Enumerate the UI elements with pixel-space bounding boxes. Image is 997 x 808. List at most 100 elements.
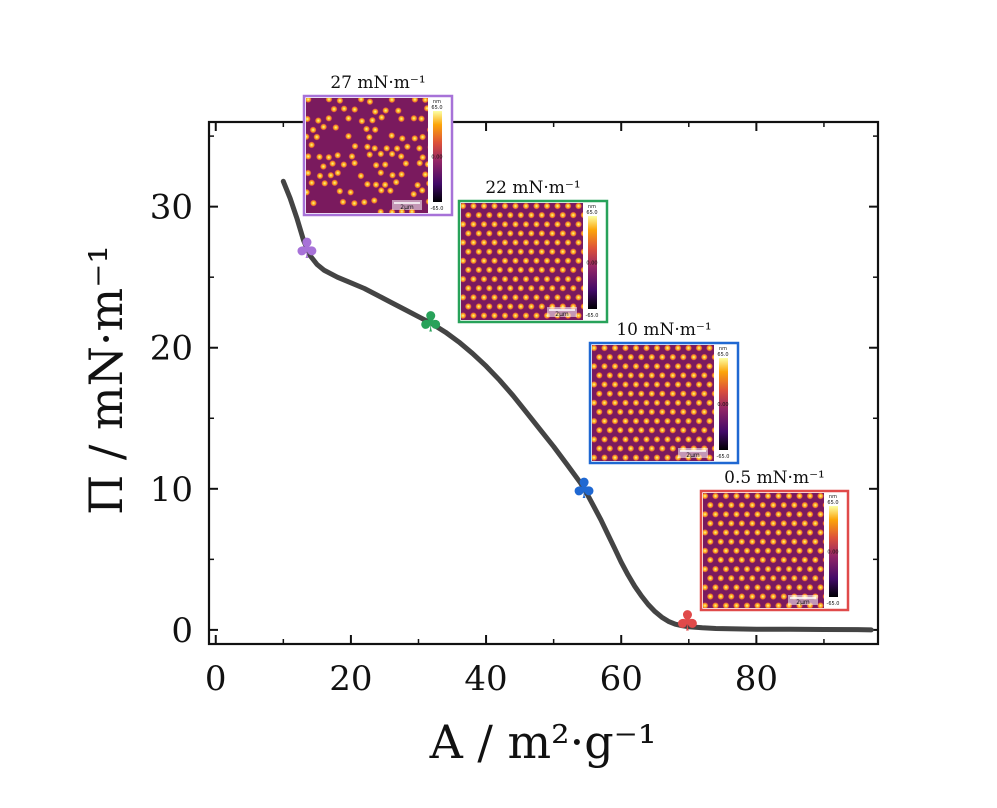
afm-particle — [827, 620, 834, 627]
afm-particle — [822, 575, 824, 582]
afm-particle — [461, 293, 467, 301]
afm-particle — [684, 435, 693, 443]
afm-particle — [648, 408, 656, 416]
x-tick-label: 40 — [464, 659, 507, 699]
afm-particle — [717, 556, 725, 564]
afm-particle — [753, 583, 762, 592]
afm-particle — [727, 556, 735, 564]
afm-particle — [711, 565, 720, 573]
afm-particle — [313, 133, 321, 141]
afm-particle — [795, 547, 804, 555]
afm-particle — [425, 180, 428, 187]
afm-dots — [703, 493, 840, 627]
afm-particle — [684, 362, 693, 370]
afm-particle — [795, 528, 804, 537]
afm-particle — [511, 203, 520, 210]
afm-particle — [700, 390, 708, 398]
afm-particle — [522, 275, 530, 283]
afm-particle — [703, 565, 709, 573]
afm-particle — [564, 220, 572, 228]
afm-particle — [816, 493, 824, 500]
afm-particle — [501, 257, 509, 265]
afm-particle — [522, 330, 529, 337]
afm-particle — [816, 510, 824, 518]
afm-particle — [575, 330, 582, 337]
afm-particle — [632, 454, 640, 461]
afm-particle — [388, 171, 397, 179]
afm-particle — [574, 257, 583, 265]
afm-particle — [759, 574, 767, 582]
afm-particle — [306, 152, 312, 160]
afm-particle — [753, 493, 762, 500]
afm-particle — [336, 98, 344, 105]
afm-particle — [674, 417, 682, 425]
afm-particle — [653, 345, 661, 352]
afm-particle — [643, 472, 650, 479]
afm-particle — [325, 225, 332, 232]
afm-particle — [506, 229, 514, 237]
afm-particle — [522, 238, 530, 247]
afm-particle — [806, 510, 814, 518]
afm-particle — [595, 371, 603, 379]
afm-particle — [711, 444, 714, 453]
afm-particle — [419, 153, 427, 161]
afm-particle — [695, 399, 703, 407]
afm-particle — [527, 302, 535, 311]
afm-particle — [679, 390, 687, 398]
scalebar-bg — [788, 595, 818, 605]
afm-particle — [674, 435, 682, 443]
afm-particle — [795, 583, 804, 592]
x-axis-title: A / m²·g⁻¹ — [429, 715, 657, 769]
afm-particle — [785, 620, 792, 627]
axes: 0 20 40 60 80 0 10 20 30 — [150, 122, 878, 699]
afm-particle — [774, 528, 783, 537]
afm-particle — [559, 266, 567, 274]
afm-particle — [684, 417, 693, 425]
afm-particle — [616, 408, 624, 416]
afm-particle — [632, 380, 640, 389]
afm-particle — [822, 538, 824, 545]
afm-particle — [559, 211, 567, 219]
afm-particle — [522, 257, 530, 265]
afm-particle — [580, 211, 583, 219]
afm-particle — [490, 312, 499, 320]
afm-particle — [732, 565, 741, 573]
afm-particle — [532, 293, 541, 301]
afm-particle — [764, 620, 771, 627]
afm-particle — [506, 284, 514, 292]
inset-title: 0.5 mN·m⁻¹ — [724, 468, 825, 488]
afm-particle — [811, 538, 819, 546]
afm-particle — [592, 454, 598, 461]
afm-particle — [632, 362, 640, 370]
afm-particle — [475, 229, 483, 237]
colorbar-unit: nm — [719, 346, 727, 352]
afm-particle — [632, 399, 640, 407]
afm-particle — [653, 417, 661, 425]
afm-particle — [627, 408, 635, 416]
afm-particle — [372, 161, 380, 169]
afm-particle — [728, 611, 735, 618]
afm-particle — [658, 353, 666, 361]
afm-particle — [501, 330, 508, 337]
afm-particle — [553, 220, 562, 228]
afm-particle — [717, 519, 725, 528]
y-axis-title: Π / mN·m⁻¹ — [79, 245, 133, 515]
afm-particle — [309, 199, 318, 207]
afm-particle — [732, 602, 741, 608]
afm-particle — [722, 565, 730, 573]
afm-particle — [711, 528, 720, 537]
afm-particle — [653, 380, 661, 389]
afm-particle — [833, 611, 840, 618]
afm-particle — [690, 463, 697, 470]
afm-particle — [351, 159, 359, 167]
afm-particle — [553, 257, 562, 265]
afm-particle — [611, 380, 619, 389]
plot-frame — [207, 120, 880, 646]
afm-particle — [648, 444, 656, 453]
afm-particle — [592, 345, 598, 352]
afm-particle — [475, 211, 483, 219]
afm-particle — [564, 203, 572, 210]
afm-particle — [321, 179, 329, 187]
afm-particle — [592, 362, 598, 370]
